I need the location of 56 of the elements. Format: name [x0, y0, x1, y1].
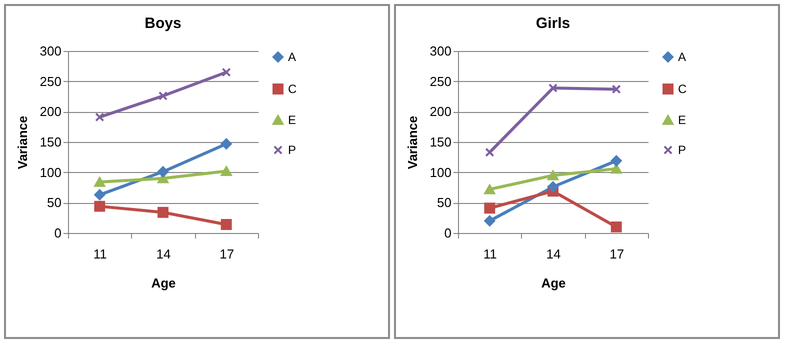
y-tick-label: 100 [40, 164, 62, 180]
point [220, 219, 232, 230]
x-axis-title: Age [541, 276, 566, 290]
point [548, 181, 558, 192]
point [485, 148, 494, 157]
y-tick-label: 150 [430, 134, 452, 150]
chart-title: Boys [144, 15, 182, 32]
point [220, 138, 232, 150]
point [548, 83, 558, 93]
x-tick-label: 11 [93, 246, 107, 262]
x-tick-label: 17 [610, 246, 624, 262]
x-tick-label: 14 [156, 246, 171, 262]
legend-label: A [678, 50, 686, 64]
y-tick-label: 50 [437, 195, 452, 210]
legend-label: E [678, 113, 686, 127]
x-tick-label: 14 [546, 246, 561, 262]
legend-label: A [288, 50, 296, 64]
y-tick-label: 200 [430, 104, 452, 120]
x-tick-label: 11 [483, 246, 497, 262]
y-axis-title: Variance [404, 116, 420, 170]
point [612, 84, 621, 94]
point [220, 166, 232, 176]
point [484, 184, 496, 194]
point [484, 202, 496, 214]
y-tick-label: 300 [430, 44, 452, 58]
point [94, 189, 106, 200]
point [94, 177, 106, 187]
y-tick-label: 100 [430, 164, 452, 180]
point [610, 164, 622, 174]
y-tick-label: 0 [54, 226, 62, 240]
legend-label: E [288, 113, 296, 127]
y-tick-label: 250 [430, 74, 452, 89]
legend-label: P [678, 143, 686, 157]
point [484, 215, 496, 226]
point [158, 166, 168, 178]
y-tick-label: 0 [444, 226, 452, 240]
y-tick-label: 150 [40, 134, 62, 150]
legend-label: P [288, 143, 296, 157]
point [222, 68, 231, 77]
x-tick-label: 17 [220, 246, 234, 262]
y-tick-label: 200 [40, 104, 62, 120]
point [610, 155, 622, 166]
y-axis-title: Variance [14, 116, 30, 170]
chart-title: Girls [536, 15, 570, 32]
x-axis-title: Age [151, 276, 176, 290]
legend-label: C [288, 82, 297, 96]
legend-label: C [678, 82, 687, 96]
y-tick-label: 250 [40, 74, 62, 89]
point [94, 200, 106, 212]
point [158, 91, 168, 100]
point [158, 206, 168, 218]
y-tick-label: 50 [47, 195, 62, 210]
point [610, 221, 622, 232]
y-tick-label: 300 [40, 44, 62, 58]
point [95, 112, 104, 122]
point [548, 170, 558, 180]
